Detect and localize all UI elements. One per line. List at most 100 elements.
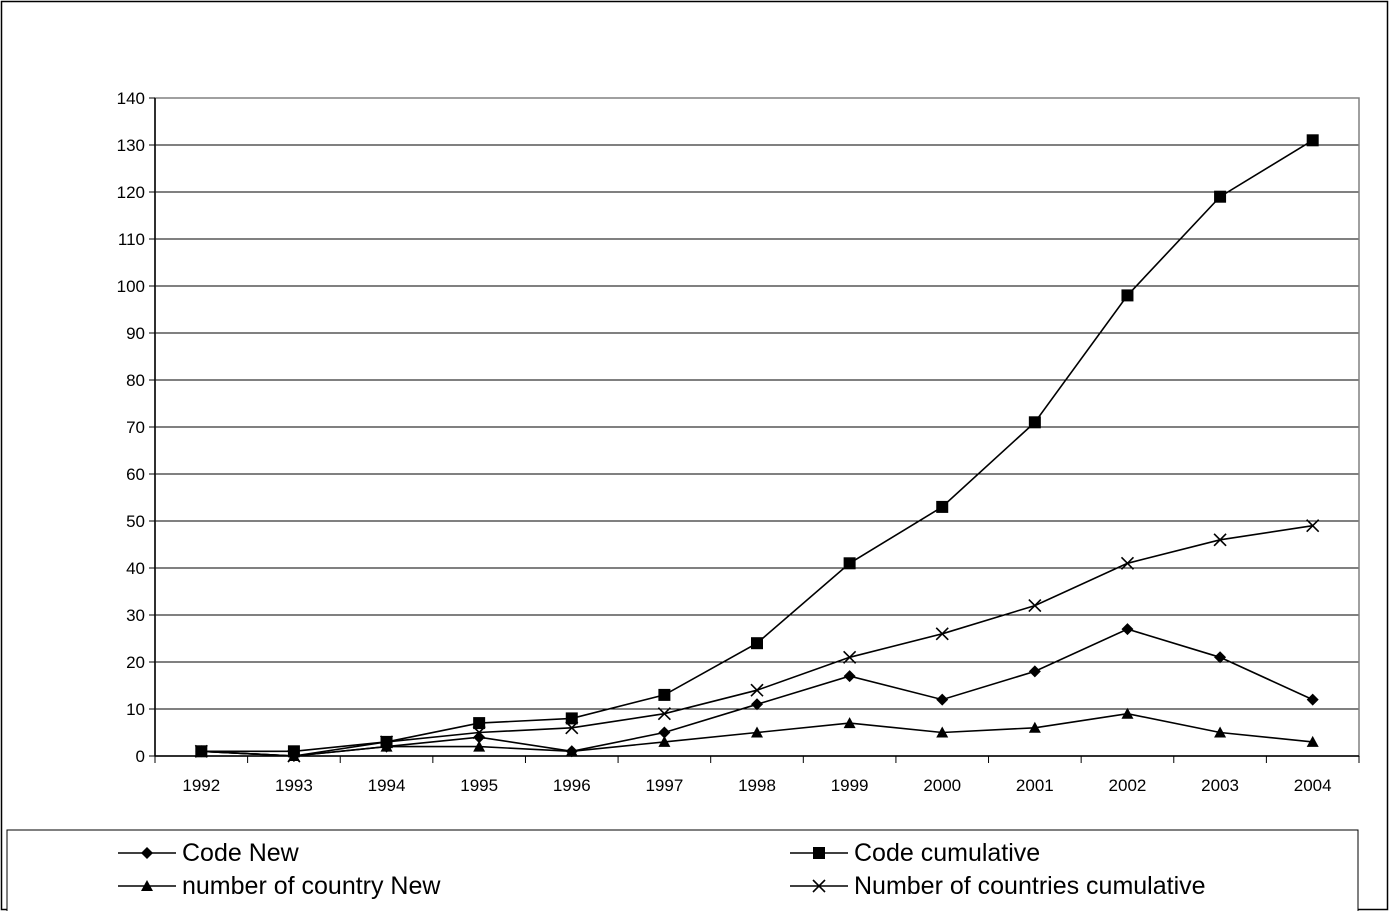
y-tick-label: 70 <box>126 418 145 437</box>
y-tick-label: 50 <box>126 512 145 531</box>
y-tick-label: 0 <box>136 747 145 766</box>
cross-stroke <box>1213 533 1227 547</box>
series-4 <box>194 519 1320 763</box>
data-point <box>1213 533 1227 547</box>
cross-stroke <box>565 721 579 735</box>
legend-marker <box>813 847 825 859</box>
data-point <box>565 745 578 757</box>
data-point <box>843 650 857 664</box>
legend-label: number of country New <box>182 872 441 900</box>
legend-entry: Number of countries cumulative <box>790 872 1206 900</box>
data-point <box>657 707 671 721</box>
y-tick-label: 110 <box>118 230 145 249</box>
legend-marker <box>812 879 826 893</box>
legend-marker <box>141 847 153 859</box>
y-tick-label: 10 <box>126 700 145 719</box>
data-point <box>1306 519 1320 533</box>
cross-stroke <box>843 650 857 664</box>
data-point <box>194 744 208 758</box>
x-tick-label: 1994 <box>368 776 406 795</box>
legend-box <box>6 829 1359 913</box>
cross-stroke <box>935 627 949 641</box>
cross-stroke <box>657 707 671 721</box>
legend-entry: number of country New <box>118 872 441 900</box>
cross-stroke <box>379 735 394 749</box>
y-tick-label: 120 <box>117 183 145 202</box>
data-point <box>658 688 671 701</box>
y-tick-label: 60 <box>126 465 145 484</box>
data-point <box>1121 623 1134 636</box>
legend: Code New Code cumulative number of country… <box>6 829 1359 913</box>
data-point <box>658 735 671 747</box>
legend-label: Code cumulative <box>854 839 1040 867</box>
data-point <box>379 735 394 749</box>
x-tick-label: 1999 <box>831 776 869 795</box>
y-tick-label: 90 <box>126 324 145 343</box>
legend-label: Code New <box>182 839 300 867</box>
data-point <box>1028 721 1041 733</box>
cross-stroke <box>812 879 826 893</box>
data-point <box>843 717 856 729</box>
y-tick-label: 140 <box>117 89 145 108</box>
y-tick-label: 40 <box>126 559 145 578</box>
x-tick-label: 2004 <box>1294 776 1332 795</box>
x-tick-label: 1996 <box>553 776 591 795</box>
data-point <box>1120 556 1135 570</box>
data-point <box>380 740 393 752</box>
data-point <box>658 726 671 739</box>
data-point <box>936 726 949 738</box>
data-point <box>565 721 579 735</box>
data-point <box>1028 665 1041 678</box>
data-point <box>751 637 763 650</box>
cross-stroke <box>1028 599 1042 613</box>
data-point <box>751 698 763 711</box>
data-point <box>935 627 949 641</box>
data-point <box>1028 599 1042 613</box>
cross-stroke <box>194 744 208 758</box>
data-point <box>936 693 949 706</box>
data-point <box>287 749 301 763</box>
x-tick-label: 2002 <box>1109 776 1147 795</box>
data-point <box>1306 134 1319 147</box>
cross-stroke <box>750 683 764 697</box>
x-tick-label: 2000 <box>923 776 961 795</box>
data-point <box>1214 190 1227 203</box>
legend-label: Number of countries cumulative <box>854 872 1206 900</box>
x-tick-label: 1995 <box>460 776 498 795</box>
x-tick-label: 1993 <box>275 776 313 795</box>
data-point <box>473 731 486 744</box>
cross-stroke <box>287 749 301 763</box>
data-point <box>1306 735 1319 747</box>
data-point <box>751 726 763 738</box>
data-point <box>843 557 856 570</box>
x-tick-label: 1997 <box>645 776 683 795</box>
data-point <box>843 670 856 683</box>
cross-stroke <box>1120 556 1135 570</box>
series-layer <box>194 134 1320 763</box>
legend-marker <box>141 880 153 891</box>
data-point <box>1121 289 1134 302</box>
cross-stroke <box>472 725 486 740</box>
x-tick-label: 2003 <box>1201 776 1239 795</box>
legend-entry: Code New <box>118 839 300 867</box>
data-point <box>565 712 578 725</box>
y-tick-label: 20 <box>126 653 145 672</box>
x-tick-label: 1992 <box>182 776 220 795</box>
x-tick-label: 1998 <box>738 776 776 795</box>
x-tick-label: 2001 <box>1016 776 1054 795</box>
data-point <box>472 725 486 740</box>
data-point <box>1121 707 1134 719</box>
cross-stroke <box>1306 519 1320 533</box>
data-point <box>473 717 486 730</box>
data-point <box>1214 726 1227 738</box>
legend-entry: Code cumulative <box>790 839 1040 867</box>
y-tick-label: 100 <box>117 277 145 296</box>
y-tick-label: 130 <box>117 136 145 155</box>
axes: 0 10 20 30 40 50 60 70 80 90 100 110 120 130 140 1992 19… <box>117 89 1360 795</box>
data-point <box>1214 651 1227 664</box>
data-point <box>1306 693 1319 706</box>
data-point <box>936 500 949 513</box>
